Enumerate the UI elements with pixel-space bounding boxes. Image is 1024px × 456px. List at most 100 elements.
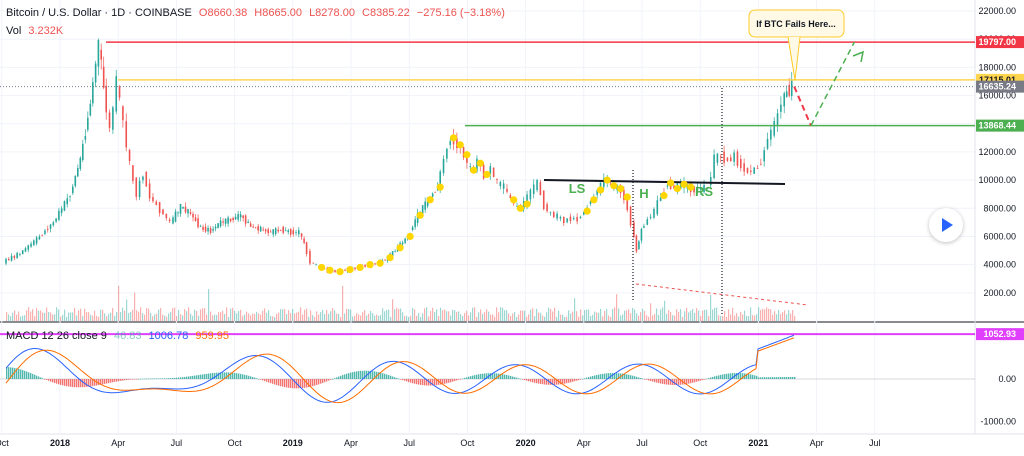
volume-bar (256, 311, 258, 321)
macd-hist-bar (270, 379, 272, 384)
go-to-realtime-button[interactable] (929, 208, 963, 242)
candle-body (24, 248, 27, 252)
candle-body (449, 141, 452, 146)
macd-hist-bar (264, 379, 266, 382)
volume-bar (92, 315, 94, 321)
volume-bar (558, 310, 560, 321)
macd-hist-bar (694, 379, 696, 383)
volume-bar (396, 307, 398, 321)
volume-bar (170, 312, 172, 321)
macd-hist-bar (402, 379, 404, 381)
macd-hist-bar (520, 378, 522, 380)
volume-bar (106, 316, 108, 321)
macd-hist-bar (398, 378, 400, 380)
macd-hist-bar (574, 379, 576, 382)
volume-bar (208, 289, 210, 321)
candle-body (442, 158, 445, 174)
play-icon (942, 218, 953, 232)
volume-bar (398, 309, 400, 321)
volume-bar (82, 316, 84, 321)
candle-body (434, 191, 436, 193)
volume-bar (466, 310, 468, 321)
macd-hist-bar (412, 379, 414, 384)
candle-body (118, 86, 121, 98)
candle-body (60, 208, 63, 213)
volume-bar (420, 316, 422, 321)
macd-hist-bar (504, 374, 506, 379)
volume-bar (788, 310, 790, 321)
candle-body (272, 229, 274, 235)
candle-body (456, 138, 458, 149)
volume-bar (282, 309, 284, 321)
pattern-marker (456, 141, 464, 149)
candle-body (287, 230, 290, 233)
macd-hist-bar (748, 374, 750, 379)
pattern-marker (673, 184, 681, 193)
macd-hist-bar (650, 379, 652, 382)
candle-body (354, 267, 356, 269)
macd-hist-bar (688, 379, 690, 384)
volume-bar (784, 310, 786, 321)
macd-hist-bar (742, 373, 744, 379)
macd-hist-bar (246, 375, 248, 379)
macd-hist-bar (86, 379, 88, 387)
volume-bar (54, 314, 56, 321)
volume-bar (288, 310, 290, 321)
macd-hist-bar (424, 379, 426, 386)
volume-bar (654, 313, 656, 321)
volume-bar (494, 316, 496, 321)
macd-hist-bar (566, 379, 568, 384)
macd-hist-bar (604, 373, 606, 379)
macd-hist-bar (200, 374, 202, 379)
pattern-marker (610, 182, 618, 190)
pattern-marker (376, 259, 384, 267)
candle-body (224, 218, 227, 224)
candle-body (780, 104, 782, 112)
ohlc-high: H8665.00 (254, 7, 302, 19)
candle-body (539, 182, 542, 196)
candle-body (502, 183, 505, 189)
candle-body (19, 253, 21, 255)
pattern-marker (416, 211, 424, 219)
volume-bar (432, 307, 434, 321)
volume-bar (576, 311, 578, 321)
volume-bar (6, 312, 8, 321)
macd-hist-bar (272, 379, 274, 384)
volume-bar (726, 316, 728, 321)
macd-hist-bar (718, 375, 720, 379)
volume-bar (168, 313, 170, 321)
macd-tick-label: -1000.00 (980, 417, 1016, 427)
macd-hist-bar (534, 379, 536, 383)
pattern-marker (346, 265, 354, 274)
symbol-title[interactable]: Bitcoin / U.S. Dollar · 1D · COINBASE (6, 7, 192, 19)
volume-bar (350, 309, 352, 321)
volume-bar (22, 315, 24, 321)
macd-hist-bar (146, 378, 148, 380)
candle-body (566, 218, 568, 223)
volume-bar (530, 309, 532, 321)
candle-body (374, 263, 376, 265)
macd-title[interactable]: MACD 12 26 close 9 (6, 330, 107, 342)
macd-hist-bar (144, 378, 146, 380)
time-tick-label: Jul (869, 438, 881, 448)
macd-hist-bar (192, 375, 194, 379)
volume-bar (730, 314, 732, 321)
macd-hist-bar (468, 376, 470, 379)
macd-hist-bar (502, 374, 504, 379)
candle-body (623, 189, 625, 200)
macd-hist-bar (444, 379, 446, 384)
price-level-tag (976, 119, 1024, 132)
macd-hist-bar (194, 375, 196, 379)
macd-hist-bar (128, 379, 130, 380)
candle-body (63, 201, 66, 211)
volume-bar (626, 310, 628, 321)
time-tick-label: Jul (171, 438, 183, 448)
candle-body (785, 91, 788, 97)
macd-hist-bar (624, 374, 626, 379)
candle-body (589, 201, 592, 204)
time-tick-label: Apr (111, 438, 125, 448)
macd-hist-bar (708, 378, 710, 379)
volume-bar (632, 307, 634, 321)
